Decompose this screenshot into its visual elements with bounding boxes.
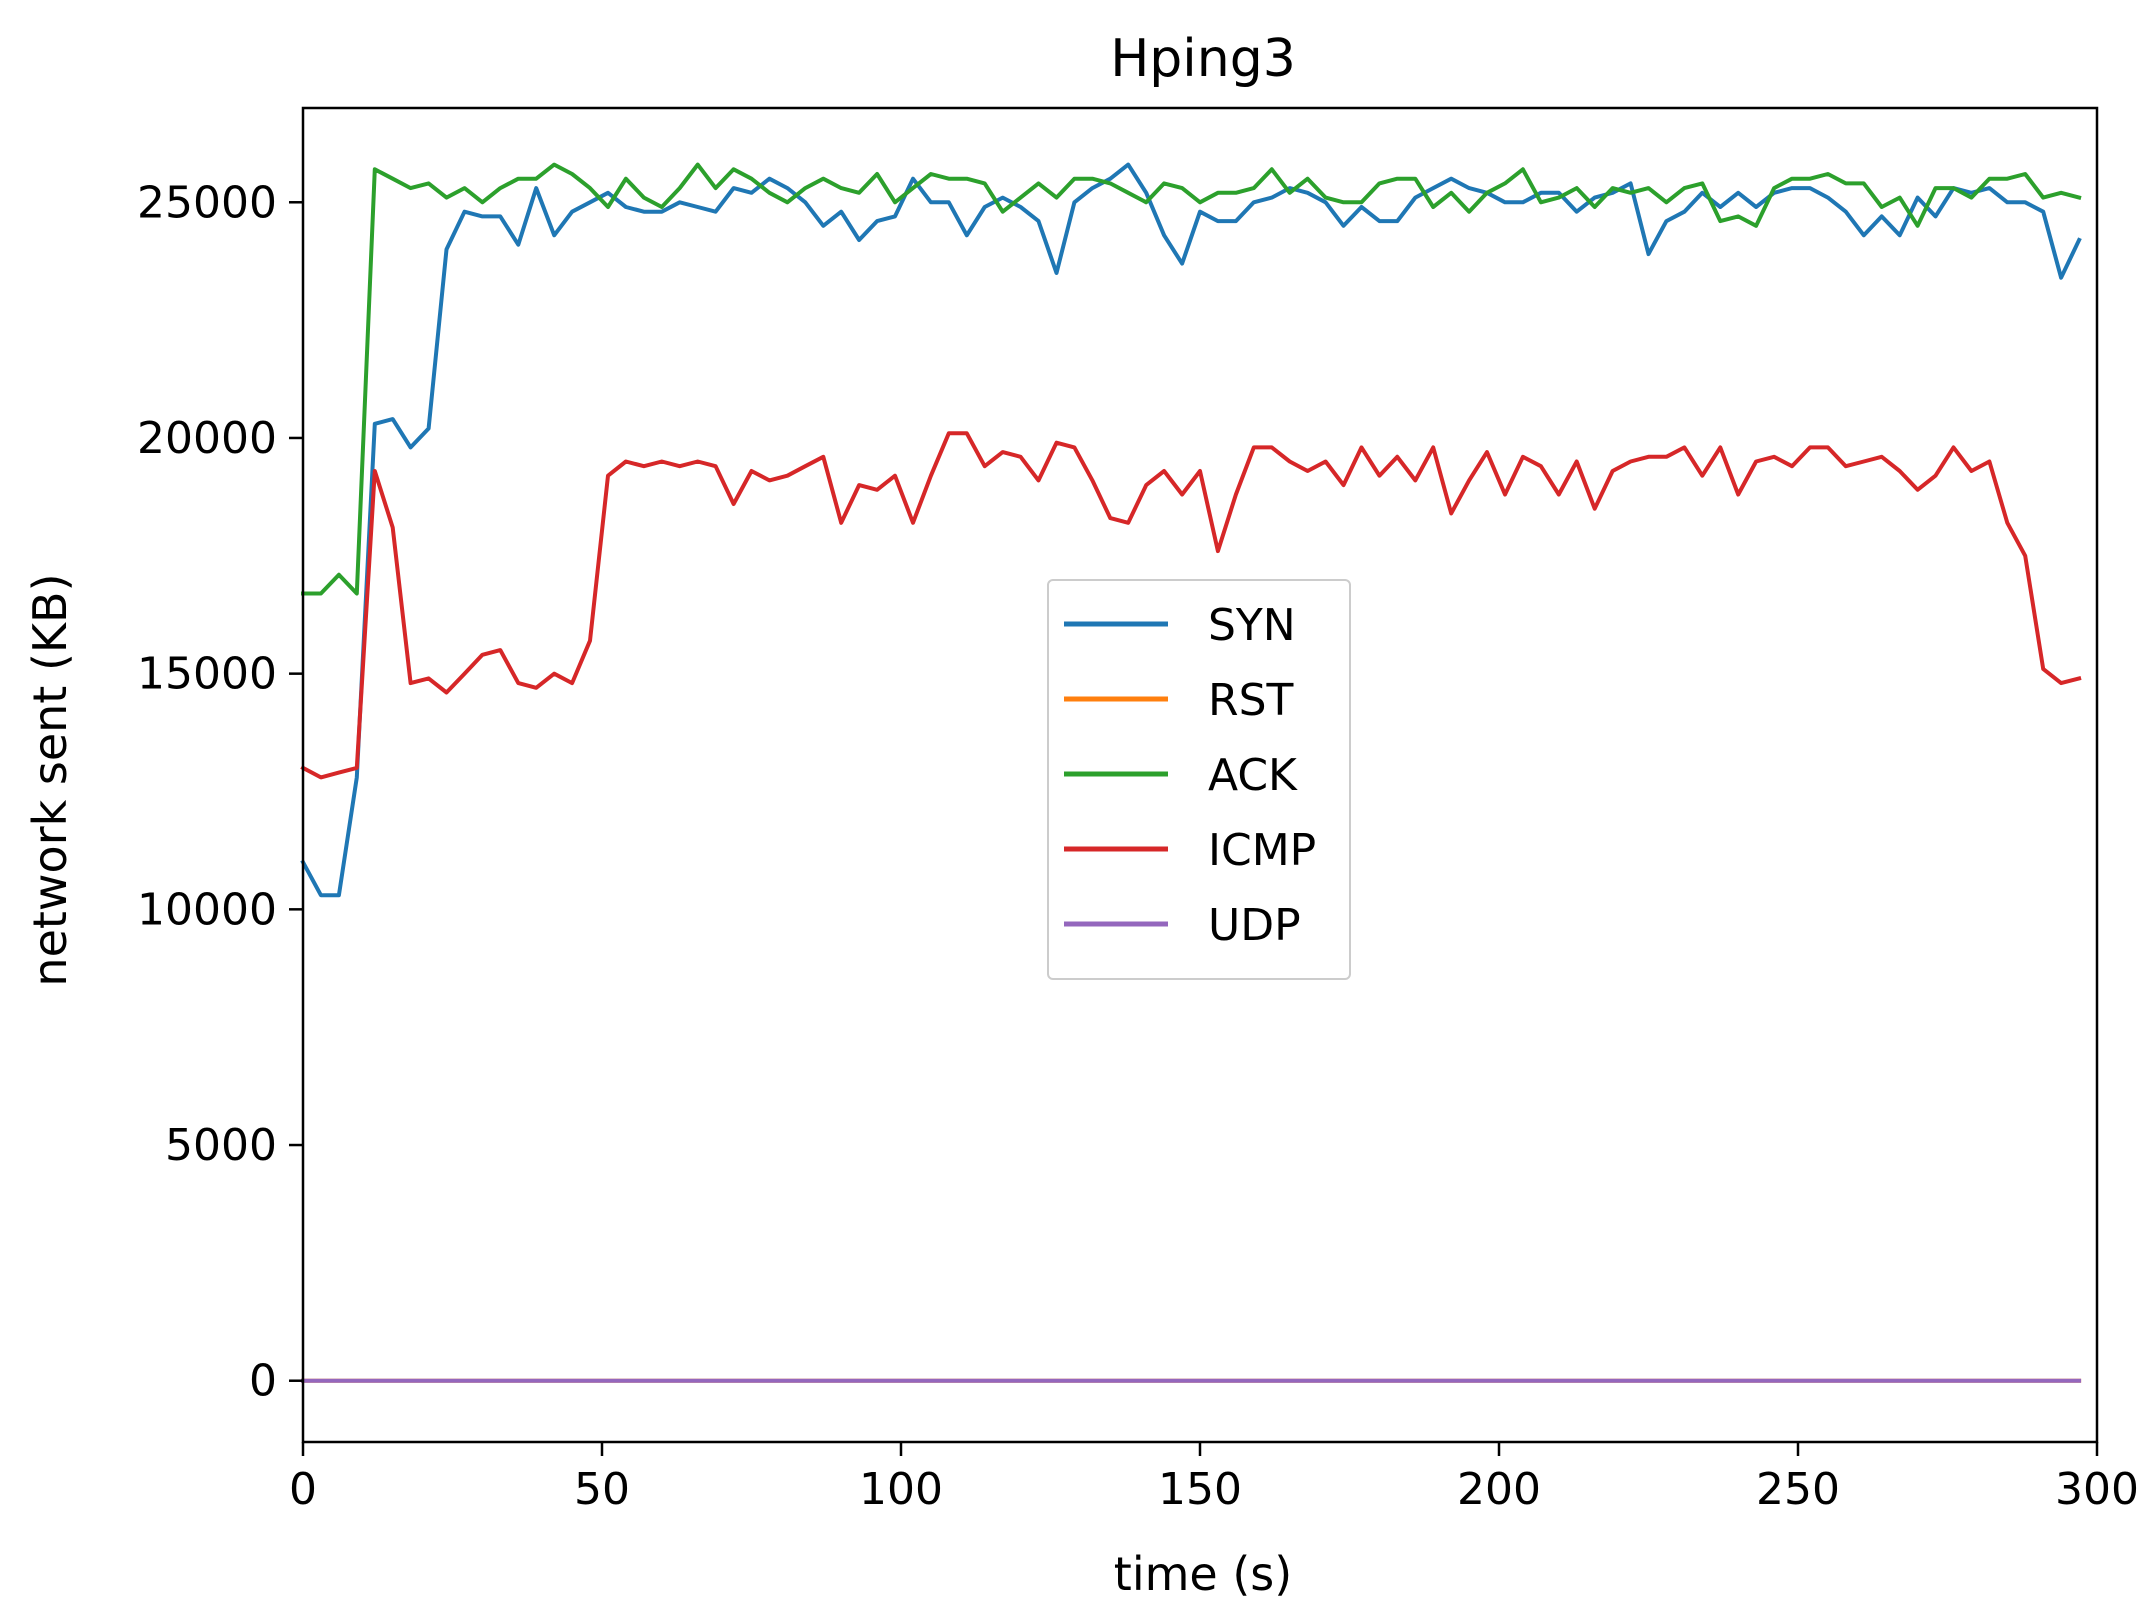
legend-label-icmp: ICMP (1208, 825, 1316, 876)
x-tick-label: 300 (2055, 1464, 2139, 1515)
legend-label-rst: RST (1208, 675, 1294, 726)
y-tick-label: 5000 (165, 1120, 277, 1171)
x-axis-label: time (s) (1114, 1547, 1292, 1601)
series-line-icmp (300, 431, 2082, 780)
legend: SYN RST ACK ICMP UDP (1047, 579, 1351, 980)
x-tick-label: 50 (574, 1464, 630, 1515)
y-tick-label: 15000 (137, 649, 277, 700)
y-tick-label: 0 (249, 1356, 277, 1407)
legend-box (1047, 579, 1351, 980)
axes-group: 0 50 100 150 200 250 300 0 5000 10000 15000 20000 25… (137, 106, 2139, 1515)
y-tick-label: 20000 (137, 413, 277, 464)
y-tick-label: 25000 (137, 177, 277, 228)
series-group (300, 162, 2082, 1383)
y-tick-label: 10000 (137, 884, 277, 935)
series-line-ack (301, 162, 2082, 596)
x-tick-label: 0 (289, 1464, 317, 1515)
x-tick-label: 250 (1756, 1464, 1840, 1515)
chart-title: Hping3 (1110, 29, 1296, 89)
legend-label-ack: ACK (1208, 750, 1298, 801)
y-axis-label: network sent (KB) (23, 573, 77, 986)
x-tick-label: 200 (1457, 1464, 1541, 1515)
legend-label-syn: SYN (1208, 600, 1296, 651)
x-tick-label: 100 (859, 1464, 943, 1515)
legend-label-udp: UDP (1208, 900, 1301, 951)
x-tick-label: 150 (1158, 1464, 1242, 1515)
